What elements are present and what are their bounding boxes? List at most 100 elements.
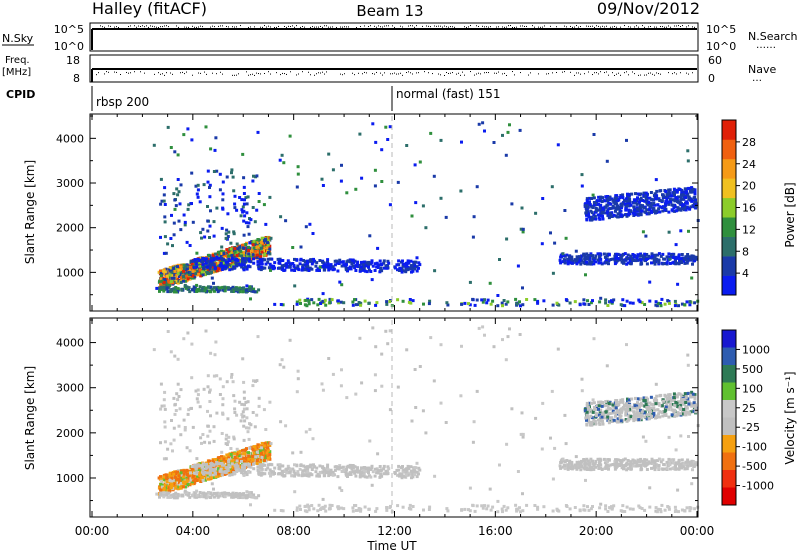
power-cell: [406, 262, 409, 265]
power-cell: [279, 159, 282, 162]
power-cell: [395, 263, 398, 266]
velocity-cell: [360, 471, 363, 474]
power-cell: [310, 298, 313, 301]
power-cell: [263, 203, 266, 206]
power-cell: [240, 255, 243, 258]
power-cell: [325, 265, 328, 268]
nave-point: [374, 74, 375, 75]
velocity-cell: [163, 487, 166, 490]
power-cell: [238, 246, 241, 249]
nave-point: [632, 71, 633, 72]
nsearch-point: [104, 27, 105, 28]
velocity-cell: [240, 413, 243, 416]
power-cell: [227, 255, 230, 258]
velocity-cell: [254, 425, 257, 428]
power-cell: [569, 302, 572, 305]
velocity-cell: [278, 472, 281, 475]
power-cell: [471, 298, 474, 301]
power-cell: [641, 206, 644, 209]
nave-point: [530, 72, 531, 73]
velocity-cell: [213, 375, 216, 378]
nsearch-point: [408, 26, 409, 27]
nave-point: [672, 73, 673, 74]
power-cell: [172, 192, 175, 195]
nsearch-point: [466, 27, 467, 28]
nave-point: [116, 72, 117, 73]
velocity-cell: [232, 394, 235, 397]
nsky-label: N.Sky: [2, 32, 34, 45]
nsearch-point: [342, 27, 343, 28]
power-cell: [177, 272, 180, 275]
nsearch-point: [312, 26, 313, 27]
power-cell: [170, 214, 173, 217]
nave-point: [362, 73, 363, 74]
power-cell: [586, 206, 589, 209]
power-cell: [671, 261, 674, 264]
power-cell: [522, 230, 525, 233]
nsearch-point: [476, 25, 477, 26]
power-cell: [658, 259, 661, 262]
power-cell: [581, 173, 584, 176]
power-cell: [640, 210, 643, 213]
velocity-cell: [199, 405, 202, 408]
power-cell: [565, 298, 568, 301]
power-cell: [581, 185, 584, 188]
velocity-cell: [273, 472, 276, 475]
power-cell: [608, 253, 611, 256]
power-cell: [200, 237, 203, 240]
power-cell: [659, 189, 662, 192]
velocity-cell: [184, 426, 187, 429]
power-cell: [293, 284, 296, 287]
power-cell: [180, 266, 183, 269]
nsearch-point: [322, 27, 323, 28]
nave-point: [246, 71, 247, 72]
velocity-cell: [243, 403, 246, 406]
nsearch-point: [484, 26, 485, 27]
power-cell: [300, 246, 303, 249]
power-cell: [259, 244, 262, 247]
power-cell: [624, 252, 627, 255]
nsearch-point: [188, 27, 189, 28]
nsearch-point: [158, 27, 159, 28]
power-cell: [694, 257, 697, 260]
nave-point: [606, 71, 607, 72]
nsearch-point: [580, 26, 581, 27]
nsearch-point: [598, 26, 599, 27]
power-cell: [507, 131, 510, 134]
nsearch-point: [152, 26, 153, 27]
power-cell: [245, 211, 248, 214]
velocity-cell: [417, 472, 420, 475]
power-cell: [264, 223, 267, 226]
beam-label: Beam 13: [356, 2, 423, 20]
nsearch-point: [324, 25, 325, 26]
nave-point: [514, 74, 515, 75]
velocity-cell: [410, 465, 413, 468]
power-cell: [665, 198, 668, 201]
power-cell: [591, 299, 594, 302]
power-cell: [175, 187, 178, 190]
power-cell: [674, 262, 677, 265]
power-cell: [186, 127, 189, 130]
velocity-cell: [301, 469, 304, 472]
power-cell: [658, 252, 661, 255]
velocity-cell: [342, 469, 345, 472]
nsearch-point: [250, 26, 251, 27]
power-colorbar-tick-label: 28: [742, 136, 756, 149]
power-cell: [368, 234, 371, 237]
velocity-cell: [285, 468, 288, 471]
velocity-cell: [226, 380, 229, 383]
power-cell: [242, 290, 245, 293]
power-cell: [324, 299, 327, 302]
power-cell: [655, 178, 658, 181]
velocity-cell: [260, 466, 263, 469]
velocity-cell: [162, 476, 165, 479]
nsearch-point: [102, 26, 103, 27]
nave-point: [650, 73, 651, 74]
nave-point: [598, 73, 599, 74]
power-cell: [570, 259, 573, 262]
power-cell: [593, 133, 596, 136]
power-cell: [230, 254, 233, 257]
nave-point: [280, 74, 281, 75]
nsearch-point: [440, 26, 441, 27]
velocity-cell: [183, 419, 186, 422]
